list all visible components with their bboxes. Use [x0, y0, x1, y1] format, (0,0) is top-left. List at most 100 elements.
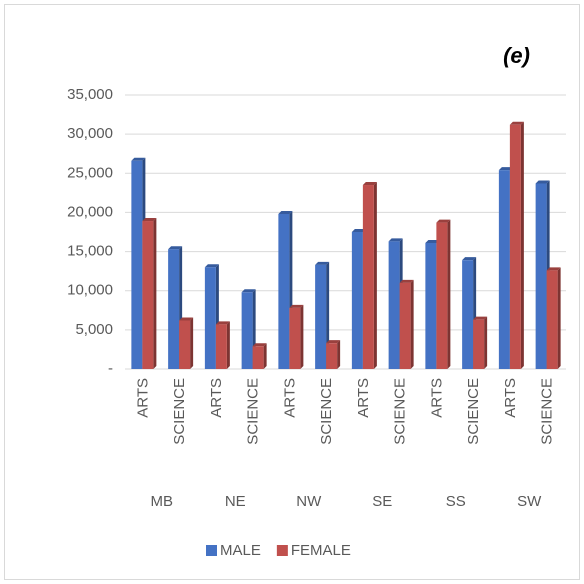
bar-side	[153, 218, 157, 369]
x-tick-label: ARTS	[134, 378, 151, 418]
x-tick-label: ARTS	[355, 378, 372, 418]
bar-top	[473, 316, 488, 320]
bar-top	[315, 261, 330, 265]
bar-front	[473, 319, 485, 369]
bar	[546, 267, 561, 369]
bar-top	[399, 279, 414, 283]
bar-front	[326, 343, 338, 369]
bar-top	[168, 246, 183, 250]
x-tick-label: SCIENCE	[392, 378, 409, 445]
bar	[326, 340, 341, 369]
bar-front	[388, 241, 400, 369]
bar-top	[462, 257, 477, 261]
y-tick-label: -	[108, 360, 113, 377]
bar-top	[326, 340, 341, 344]
bar-top	[425, 239, 440, 243]
bar	[289, 304, 304, 369]
bar-top	[498, 167, 513, 171]
legend-label: MALE	[220, 542, 261, 559]
bar-front	[535, 183, 547, 369]
bar-front	[509, 124, 521, 370]
bar-side	[190, 317, 194, 369]
y-tick-label: 10,000	[67, 282, 113, 299]
x-tick-label: ARTS	[428, 378, 445, 418]
bar-top	[436, 219, 451, 223]
bar-side	[484, 316, 488, 369]
bar-top	[142, 218, 157, 222]
bar-side	[520, 121, 524, 370]
bar	[473, 316, 488, 369]
group-label: NW	[296, 493, 322, 510]
bar-front	[252, 346, 264, 369]
bar-front	[315, 264, 327, 369]
bar-front	[278, 213, 290, 369]
y-tick-label: 5,000	[75, 321, 113, 338]
x-tick-label: SCIENCE	[245, 378, 262, 445]
bar-top	[278, 210, 293, 214]
x-tick-label: SCIENCE	[539, 378, 556, 445]
bar-front	[399, 282, 411, 369]
bar-front	[425, 242, 437, 369]
legend-swatch	[276, 545, 288, 556]
legend-label: FEMALE	[291, 542, 351, 559]
bar	[509, 121, 524, 370]
bar-top	[204, 264, 219, 268]
bar-top	[351, 229, 366, 232]
bar-front	[142, 221, 154, 369]
x-tick-label: SCIENCE	[318, 378, 335, 445]
bar-side	[373, 182, 377, 369]
bar-front	[498, 170, 510, 369]
y-tick-label: 20,000	[67, 203, 113, 220]
bar-top	[509, 121, 524, 125]
bar-side	[410, 279, 414, 369]
bar-front	[362, 185, 374, 369]
y-tick-label: 15,000	[67, 243, 113, 260]
x-tick-label: ARTS	[208, 378, 225, 418]
bar-front	[204, 267, 216, 369]
bar	[179, 317, 194, 369]
bar-side	[337, 340, 341, 369]
y-tick-label: 35,000	[67, 86, 113, 103]
bar-front	[179, 320, 191, 369]
bar-front	[436, 222, 448, 369]
bar-top	[535, 180, 550, 184]
bar-top	[241, 289, 256, 293]
bar-side	[226, 321, 230, 369]
bar-side	[447, 219, 451, 369]
x-tick-label: ARTS	[502, 378, 519, 418]
group-label: NE	[225, 493, 246, 510]
y-tick-label: 25,000	[67, 164, 113, 181]
bar	[436, 219, 451, 369]
bar-top	[215, 321, 230, 325]
bar	[142, 218, 157, 369]
bar-top	[252, 343, 267, 347]
bar-front	[351, 232, 363, 369]
group-label: SW	[517, 493, 542, 510]
bar	[399, 279, 414, 369]
group-label: SE	[372, 493, 392, 510]
bar-front	[215, 324, 227, 369]
bar	[362, 182, 377, 369]
x-tick-label: SCIENCE	[171, 378, 188, 445]
bar-front	[289, 307, 301, 369]
group-label: MB	[151, 493, 174, 510]
bar-top	[546, 267, 561, 271]
legend-swatch	[206, 545, 217, 556]
bar-top	[131, 157, 146, 161]
bar-side	[300, 304, 304, 369]
bar-top	[388, 238, 403, 242]
x-tick-label: ARTS	[281, 378, 298, 418]
bar	[252, 343, 267, 369]
bar-front	[546, 270, 558, 369]
bar	[215, 321, 230, 369]
y-tick-label: 30,000	[67, 125, 113, 142]
bar-front	[168, 249, 180, 369]
bar-side	[557, 267, 561, 369]
bar-front	[462, 260, 474, 369]
group-label: SS	[446, 493, 466, 510]
bar-front	[131, 160, 143, 369]
bar-top	[362, 182, 377, 186]
x-tick-label: SCIENCE	[465, 378, 482, 445]
